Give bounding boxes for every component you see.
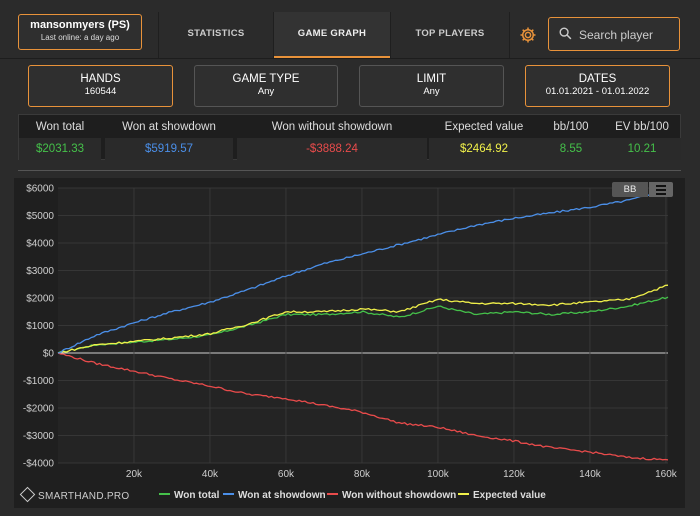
x-tick-label: 20k (126, 469, 143, 480)
value-won-without-showdown: -$3888.24 (237, 138, 427, 160)
brand-icon (19, 486, 36, 503)
search-box[interactable] (548, 17, 680, 51)
legend-won-total[interactable]: Won total (159, 490, 219, 501)
y-tick-label: $5000 (26, 211, 54, 222)
tab-top-players[interactable]: TOP PLAYERS (415, 28, 485, 39)
y-tick-label: $0 (43, 349, 55, 360)
game-graph-chart: $6000 $5000 $4000 $3000 $2000 $1000 $0 -$1000 -$… (14, 178, 685, 508)
y-tick-label: -$4000 (23, 459, 55, 470)
filter-game-type[interactable]: GAME TYPE Any (194, 65, 338, 107)
summary-table: Won total Won at showdown Won without sh… (18, 114, 681, 160)
filter-limit-label: LIMIT (416, 73, 447, 85)
header-won-without-showdown: Won without showdown (271, 121, 393, 133)
chart-menu-icon[interactable] (649, 182, 673, 197)
chart-canvas: $6000 $5000 $4000 $3000 $2000 $1000 $0 -$1000 -$… (23, 184, 678, 481)
x-tick-label: 100k (427, 469, 450, 480)
search-input[interactable] (577, 24, 677, 46)
header-bb100: bb/100 (553, 121, 589, 133)
filter-limit-value: Any (423, 86, 440, 97)
header-expected-value: Expected value (444, 121, 524, 133)
divider (18, 170, 681, 171)
x-tick-label: 160k (655, 469, 678, 480)
won-without-showdown-line (57, 352, 669, 461)
y-tick-label: $3000 (26, 266, 54, 277)
header-ev-bb100: EV bb/100 (615, 121, 669, 133)
legend-swatch (223, 493, 234, 495)
tab-game-graph[interactable]: GAME GRAPH (274, 12, 390, 58)
y-tick-label: $4000 (26, 239, 54, 250)
won-showdown-line (57, 189, 669, 354)
bb-unit-button[interactable]: BB (612, 182, 648, 197)
value-ev-bb100: 10.21 (603, 138, 681, 160)
filter-dates-label: DATES (578, 73, 617, 85)
y-tick-label: $6000 (26, 184, 54, 195)
brand-logo: SMARTHAND.PRO (19, 486, 130, 503)
expected-value-line (57, 284, 669, 354)
filter-dates-value: 01.01.2021 - 01.01.2022 (545, 86, 650, 97)
x-tick-label: 80k (354, 469, 371, 480)
y-tick-label: -$1000 (23, 376, 55, 387)
value-won-total: $2031.33 (19, 138, 101, 160)
filter-limit[interactable]: LIMIT Any (359, 65, 504, 107)
legend-label: Won total (174, 490, 220, 501)
filter-hands-value: 160544 (84, 86, 117, 97)
x-tick-label: 40k (202, 469, 219, 480)
legend-label: Expected value (473, 490, 546, 501)
filter-game-type-label: GAME TYPE (232, 73, 300, 85)
legend-label: Won without showdown (342, 490, 457, 501)
legend-expected-value[interactable]: Expected value (458, 490, 546, 501)
legend-won-without-showdown[interactable]: Won without showdown (327, 490, 456, 501)
player-name: mansonmyers (PS) (30, 19, 130, 31)
legend-swatch (327, 493, 338, 495)
filter-hands[interactable]: HANDS 160544 (28, 65, 173, 107)
value-bb100: 8.55 (539, 138, 603, 160)
legend-swatch (458, 493, 469, 495)
legend-won-showdown[interactable]: Won at showdown (223, 490, 326, 501)
legend-label: Won at showdown (238, 490, 326, 501)
x-tick-label: 140k (579, 469, 602, 480)
y-tick-label: -$2000 (23, 404, 55, 415)
tab-statistics[interactable]: STATISTICS (187, 28, 245, 39)
won-total-line (57, 296, 669, 354)
last-online: Last online: a day ago (40, 33, 120, 42)
legend-swatch (159, 493, 170, 495)
filter-hands-label: HANDS (80, 73, 121, 85)
x-tick-label: 60k (278, 469, 295, 480)
header-won-showdown: Won at showdown (122, 121, 216, 133)
filter-dates[interactable]: DATES 01.01.2021 - 01.01.2022 (525, 65, 670, 107)
header-won-total: Won total (35, 121, 85, 133)
y-tick-label: -$3000 (23, 431, 55, 442)
brand-text: SMARTHAND.PRO (38, 491, 130, 502)
search-icon (559, 27, 572, 40)
value-expected-value: $2464.92 (429, 138, 539, 160)
value-won-showdown: $5919.57 (105, 138, 233, 160)
filter-game-type-value: Any (257, 86, 275, 97)
gear-icon[interactable] (519, 26, 537, 44)
x-tick-label: 120k (503, 469, 526, 480)
top-nav: mansonmyers (PS) Last online: a day ago … (0, 0, 700, 59)
player-profile[interactable]: mansonmyers (PS) Last online: a day ago (18, 14, 142, 50)
y-tick-label: $2000 (26, 294, 54, 305)
y-tick-label: $1000 (26, 321, 54, 332)
